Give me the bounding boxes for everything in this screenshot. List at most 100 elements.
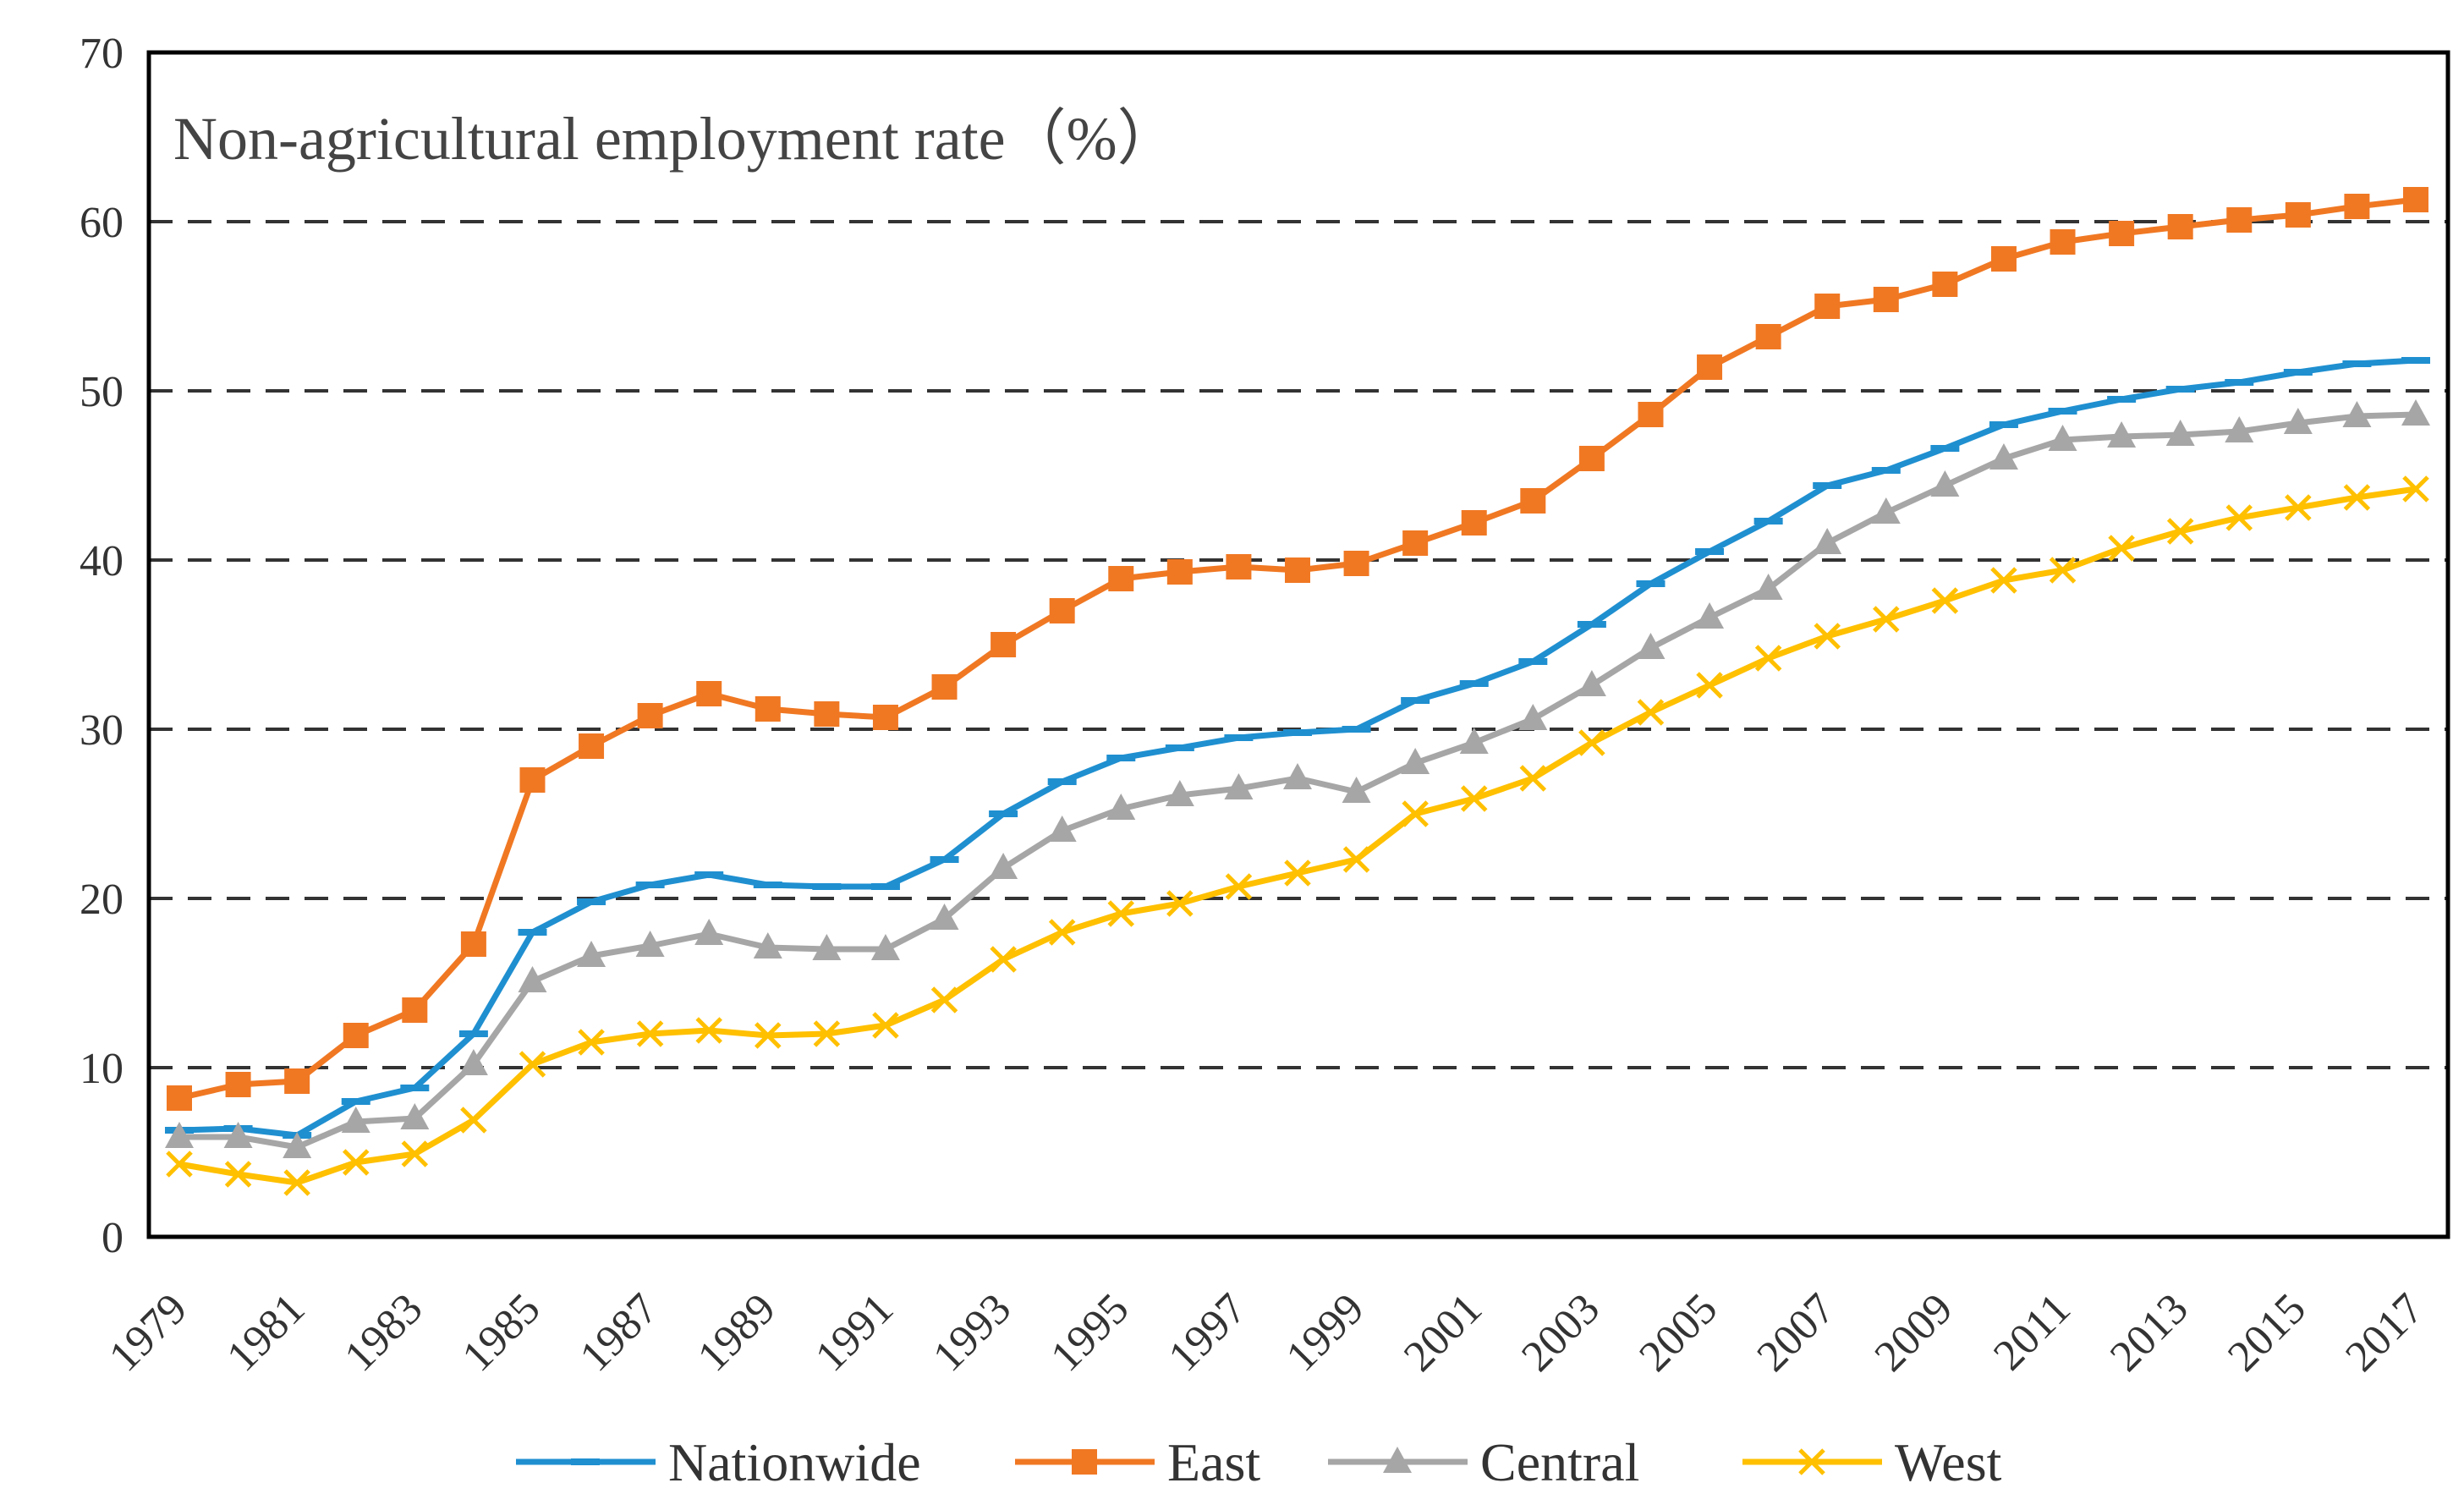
data-point-west [990,946,1017,973]
legend-label: Nationwide [668,1432,921,1492]
data-point-central [1165,780,1194,806]
plot-area-frame [146,50,2450,1239]
data-point-east [519,767,546,793]
data-point-west [2166,518,2194,545]
y-axis: 0 10 20 30 40 50 60 70 [80,30,123,1262]
data-point-central [2342,401,2372,427]
data-point-nationwide [400,1085,430,1091]
y-tick-label: 30 [80,706,123,755]
data-point-east [1755,324,1781,349]
grid-lines [149,220,2448,1069]
data-point-central [2283,408,2313,434]
data-point-nationwide [1813,482,1842,489]
data-point-west [1990,567,2017,594]
data-point-central [1989,443,2018,470]
data-point-nationwide [341,1098,370,1105]
data-point-nationwide [2401,357,2430,364]
data-point-east [1932,272,1958,297]
data-point-central [1459,728,1489,754]
data-point-nationwide [1989,421,2018,428]
y-tick-label: 20 [80,876,123,924]
data-point-central [1224,773,1254,799]
data-point-east [1285,558,1310,583]
x-tick-label: 2005 [1630,1284,1726,1381]
data-point-central [753,932,782,958]
data-point-east [579,733,605,759]
data-point-central [1695,602,1725,629]
data-point-west [166,1151,193,1178]
data-point-west [283,1169,310,1196]
x-tick-label: 2015 [2219,1284,2315,1381]
data-point-east [1343,551,1369,576]
data-point-east [460,931,486,957]
data-point-east [931,674,958,700]
data-point-west [1284,860,1311,887]
data-point-central [694,919,724,945]
data-point-nationwide [458,1030,488,1037]
data-point-nationwide [1165,744,1194,751]
data-point-west [2285,494,2312,521]
x-tick-label: 1997 [1160,1284,1256,1381]
data-point-west [1402,800,1429,827]
data-point-nationwide [2342,360,2372,367]
data-point-nationwide [2048,408,2077,415]
x-tick-label: 1983 [336,1284,432,1381]
data-point-west [2343,484,2371,511]
series-central [165,399,2430,1158]
data-point-central [2107,421,2137,448]
series-west [166,475,2429,1196]
chart-title: Non-agricultural employment rate（%） [173,105,1178,173]
data-point-nationwide [1577,621,1606,628]
data-point-nationwide [1342,726,1371,733]
data-point-east [1108,566,1134,591]
data-point-east [343,1023,369,1048]
data-point-central [341,1107,370,1133]
data-point-west [2108,535,2135,562]
x-tick-label: 2003 [1512,1284,1609,1381]
legend-item-west: West [1742,1432,2002,1492]
legend-marker [1798,1448,1825,1475]
x-tick-label: 1999 [1277,1284,1374,1381]
data-point-central [812,934,842,960]
data-point-central [2225,416,2254,442]
legend-item-east: East [1015,1432,1260,1492]
data-point-east [872,705,898,730]
data-point-west [578,1029,605,1056]
data-point-central [1283,763,1312,789]
x-axis: 1979 1981 1983 1985 1987 1989 1991 1993 1995 1997… [100,1284,2433,1381]
x-tick-label: 1991 [806,1284,903,1381]
data-point-west [1048,919,1076,946]
legend-marker [571,1458,600,1465]
data-point-central [165,1122,194,1148]
data-point-central [2165,420,2195,446]
data-point-east [225,1072,251,1097]
data-point-east [1402,530,1429,556]
data-point-central [223,1122,253,1148]
y-tick-label: 50 [80,368,123,416]
legend: Nationwide East Central West [516,1432,2002,1492]
data-point-east [284,1068,310,1094]
data-point-west [1166,890,1194,917]
data-point-west [342,1149,370,1176]
data-point-central [1813,528,1842,554]
x-tick-label: 2007 [1748,1284,1845,1381]
data-point-east [1226,554,1252,579]
data-point-central [989,853,1018,879]
data-point-west [2402,475,2429,503]
series-east [167,187,2428,1111]
data-point-nationwide [1753,518,1783,525]
data-point-nationwide [1283,729,1312,736]
data-point-nationwide [635,882,665,888]
legend-label: East [1167,1432,1260,1492]
data-point-east [2226,207,2253,233]
data-point-nationwide [1871,467,1901,474]
data-point-nationwide [577,898,606,905]
data-point-east [1049,598,1075,623]
x-tick-label: 1993 [924,1284,1020,1381]
data-point-west [401,1140,429,1167]
data-point-nationwide [1695,548,1725,555]
x-tick-label: 1989 [689,1284,785,1381]
data-point-west [2225,504,2253,531]
data-point-central [1518,704,1548,730]
